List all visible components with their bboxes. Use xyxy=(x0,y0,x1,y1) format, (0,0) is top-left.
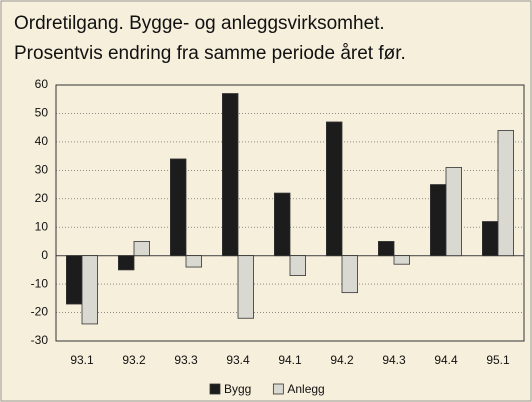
bar xyxy=(133,241,151,257)
x-tick-label: 94.2 xyxy=(330,353,354,367)
bar xyxy=(393,255,411,265)
y-tick-label: 50 xyxy=(35,106,49,120)
bar xyxy=(341,255,359,294)
y-tick-label: 20 xyxy=(35,191,49,205)
x-tick-label: 95.1 xyxy=(486,353,510,367)
bar xyxy=(289,255,307,276)
chart-title: Ordretilgang. Bygge- og anleggsvirksomhe… xyxy=(14,13,385,34)
y-tick-label: 0 xyxy=(41,248,48,262)
x-tick-label: 93.4 xyxy=(226,353,250,367)
bar xyxy=(81,255,99,325)
bar xyxy=(429,184,447,257)
bar xyxy=(221,93,239,257)
y-tick-label: -30 xyxy=(31,333,49,347)
y-tick-label: -20 xyxy=(31,305,49,319)
y-tick-label: 40 xyxy=(35,134,49,148)
legend-label: Anlegg xyxy=(287,382,324,396)
bar xyxy=(273,192,291,257)
y-tick-label: 60 xyxy=(35,77,49,91)
legend-label: Bygg xyxy=(224,382,251,396)
bar xyxy=(66,255,83,305)
bar xyxy=(497,130,515,257)
x-tick-label: 94.4 xyxy=(434,353,458,367)
y-tick-label: 10 xyxy=(35,219,49,233)
bar xyxy=(445,167,463,257)
x-tick-label: 93.1 xyxy=(70,353,94,367)
y-tick-label: 30 xyxy=(35,163,49,177)
bar xyxy=(481,221,499,257)
legend-swatch xyxy=(272,383,284,395)
bar xyxy=(325,121,343,257)
legend-swatch xyxy=(209,383,221,395)
plot-frame xyxy=(55,84,525,342)
bar xyxy=(185,255,203,268)
bar xyxy=(237,255,255,319)
bar xyxy=(169,158,187,257)
x-tick-label: 94.3 xyxy=(382,353,406,367)
bar xyxy=(377,241,395,257)
bar xyxy=(118,255,135,271)
x-tick-label: 93.3 xyxy=(174,353,198,367)
x-tick-label: 94.1 xyxy=(278,353,302,367)
y-tick-label: -10 xyxy=(31,276,49,290)
x-tick-label: 93.2 xyxy=(122,353,146,367)
chart-subtitle: Prosentvis endring fra samme periode åre… xyxy=(14,43,406,64)
